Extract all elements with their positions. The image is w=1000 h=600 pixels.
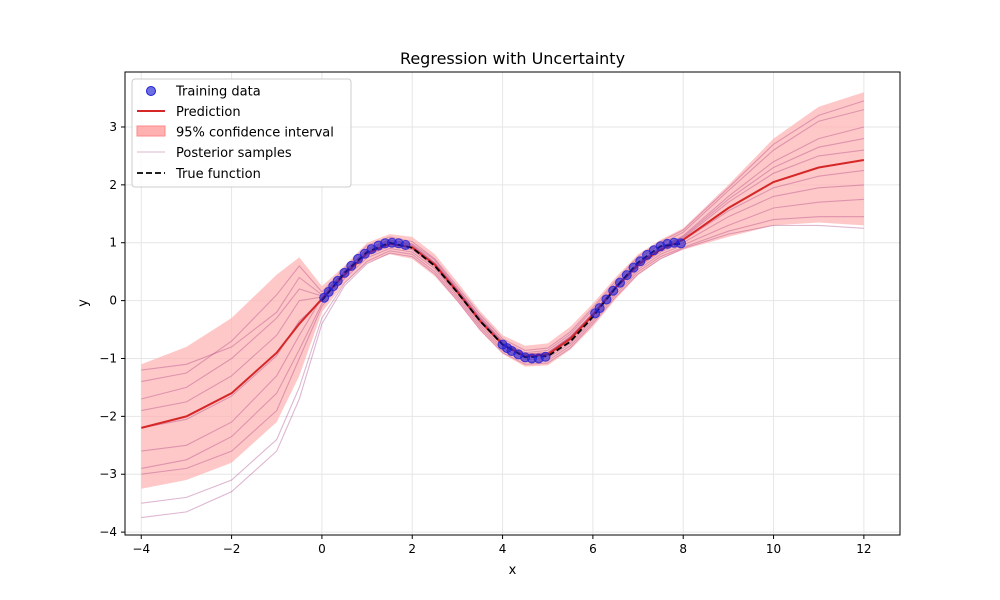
posterior-sample-1	[141, 109, 865, 371]
x-tick-label: −4	[132, 542, 150, 556]
y-axis-label: y	[76, 299, 91, 307]
x-axis-ticks: −4 −2 0 2 4 6 8 10 12	[132, 535, 872, 556]
y-tick-label: 2	[109, 178, 117, 192]
training-point	[400, 240, 411, 251]
training-point	[346, 260, 357, 271]
legend: Training data Prediction 95% confidence …	[131, 78, 352, 188]
x-axis-label: x	[509, 563, 517, 578]
x-tick-label: 4	[499, 542, 507, 556]
posterior-sample-4	[141, 126, 865, 400]
training-point	[594, 303, 605, 314]
x-tick-label: −2	[223, 542, 241, 556]
training-point	[628, 262, 639, 273]
legend-ci-label: 95% confidence interval	[176, 126, 334, 141]
x-tick-label: 2	[408, 542, 416, 556]
y-tick-label: −2	[99, 409, 117, 423]
ci-band	[141, 92, 864, 489]
x-tick-label: 12	[856, 542, 871, 556]
posterior-sample-5	[141, 216, 864, 504]
training-point	[675, 238, 686, 249]
training-point	[601, 294, 612, 305]
training-point	[621, 270, 632, 281]
confidence-band	[141, 92, 864, 489]
x-tick-label: 6	[589, 542, 597, 556]
x-tick-label: 8	[679, 542, 687, 556]
training-point	[635, 256, 646, 267]
legend-true-label: True function	[175, 167, 261, 182]
x-tick-label: 0	[318, 542, 326, 556]
training-point	[608, 285, 619, 296]
training-point	[339, 267, 350, 278]
training-point	[332, 275, 343, 286]
training-point	[642, 249, 653, 260]
posterior-sample-8	[141, 224, 864, 519]
legend-training-marker	[146, 86, 156, 96]
y-axis-ticks: −4 −3 −2 −1 0 1 2 3	[99, 120, 125, 539]
training-point	[614, 277, 625, 288]
plot-frame	[124, 71, 901, 536]
y-tick-label: −4	[99, 525, 117, 539]
legend-samples-label: Posterior samples	[176, 146, 292, 161]
legend-training-label: Training data	[175, 85, 261, 100]
training-point	[359, 248, 370, 259]
legend-prediction-label: Prediction	[176, 105, 241, 120]
y-tick-label: 0	[109, 294, 117, 308]
chart-title: Regression with Uncertainty	[400, 49, 625, 68]
posterior-sample-7	[141, 100, 865, 383]
x-tick-label: 10	[766, 542, 781, 556]
y-tick-label: 1	[109, 236, 117, 250]
y-tick-label: 3	[109, 120, 117, 134]
legend-ci-swatch	[136, 125, 166, 137]
training-points	[319, 237, 686, 364]
y-tick-label: −1	[99, 351, 117, 365]
training-point	[353, 253, 364, 264]
y-tick-label: −3	[99, 467, 117, 481]
training-point	[540, 351, 551, 362]
legend-box	[131, 78, 352, 188]
